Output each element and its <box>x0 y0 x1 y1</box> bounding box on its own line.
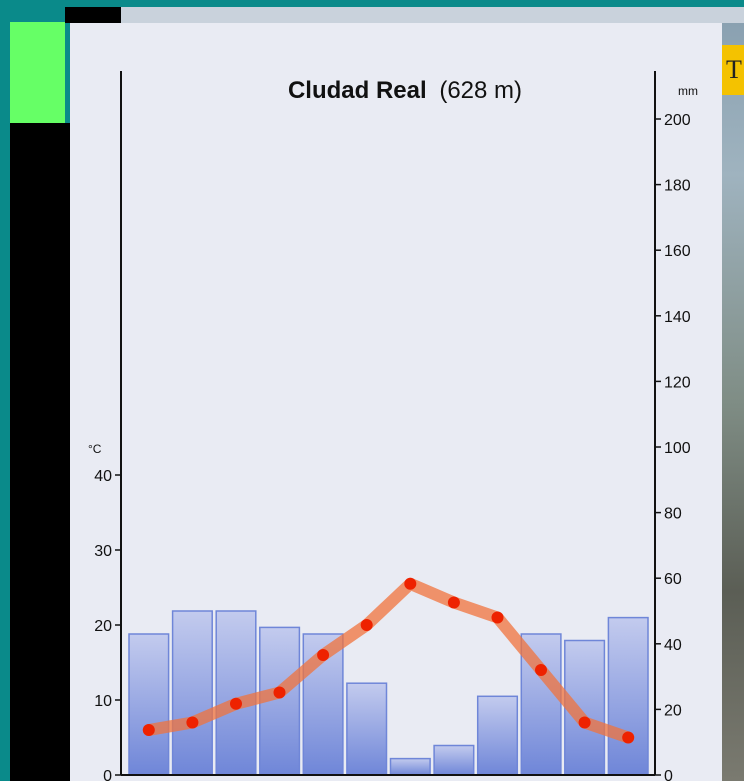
precip-bar-3 <box>215 610 257 776</box>
temperature-point-4 <box>273 686 286 699</box>
precip-bar-7 <box>389 757 431 776</box>
right-tick-label-80: 80 <box>664 506 682 523</box>
chart-title-elevation: (628 m) <box>439 77 522 104</box>
chart-title-name: Cludad Real <box>288 77 427 104</box>
temperature-point-3 <box>230 697 242 710</box>
right-tick-label-0: 0 <box>664 768 673 781</box>
temperature-point-7 <box>404 577 417 590</box>
precip-bar-1 <box>128 633 170 776</box>
precip-bar-8 <box>433 744 475 776</box>
temperature-point-5 <box>317 649 330 661</box>
right-tick-label-140: 140 <box>664 309 691 326</box>
black-top-block <box>65 7 121 23</box>
right-tick-label-200: 200 <box>664 112 691 129</box>
right-tick-label-180: 180 <box>664 178 691 195</box>
axes-layer <box>120 71 656 776</box>
temperature-point-6 <box>360 619 373 631</box>
right-tick-label-20: 20 <box>664 702 682 719</box>
right-axis-unit: mm <box>678 84 698 98</box>
right-tab: T <box>722 45 744 95</box>
green-block <box>10 22 65 123</box>
bars-layer <box>128 610 649 776</box>
left-tick-label-20: 20 <box>94 618 112 635</box>
left-axis-unit: °C <box>88 442 102 456</box>
ticks-layer: 0 10 20 30 40 0 20 40 60 80 100 120 140 160 180 200 <box>94 112 691 781</box>
temperature-point-12 <box>622 731 635 744</box>
temperature-point-10 <box>535 664 547 676</box>
chart-title: Cludad Real (628 m) <box>288 77 522 104</box>
precip-bar-6 <box>346 682 388 776</box>
temperature-point-1 <box>142 724 155 736</box>
top-strip <box>121 7 744 23</box>
black-left-block <box>10 123 70 781</box>
right-tick-label-60: 60 <box>664 571 682 588</box>
temperature-line-layer <box>142 577 635 744</box>
temperature-point-8 <box>447 596 460 609</box>
temperature-point-11 <box>578 716 591 729</box>
right-tick-label-160: 160 <box>664 243 691 260</box>
left-tick-label-30: 30 <box>94 543 112 560</box>
precip-bar-2 <box>171 610 213 776</box>
precip-bar-12 <box>607 616 649 776</box>
left-tick-label-0: 0 <box>103 768 112 781</box>
right-photo-strip <box>722 23 744 781</box>
temperature-line <box>142 577 635 744</box>
temperature-point-9 <box>491 611 504 624</box>
precip-bar-9 <box>476 695 519 776</box>
climate-chart: Cludad Real (628 m) °C mm 0 10 20 30 40 0 20 40… <box>88 71 698 781</box>
left-tick-label-10: 10 <box>94 693 112 710</box>
temperature-point-2 <box>186 716 199 729</box>
right-tick-label-120: 120 <box>664 374 691 391</box>
right-tick-label-100: 100 <box>664 440 691 457</box>
right-tick-label-40: 40 <box>664 637 682 654</box>
left-tick-label-40: 40 <box>94 468 112 485</box>
